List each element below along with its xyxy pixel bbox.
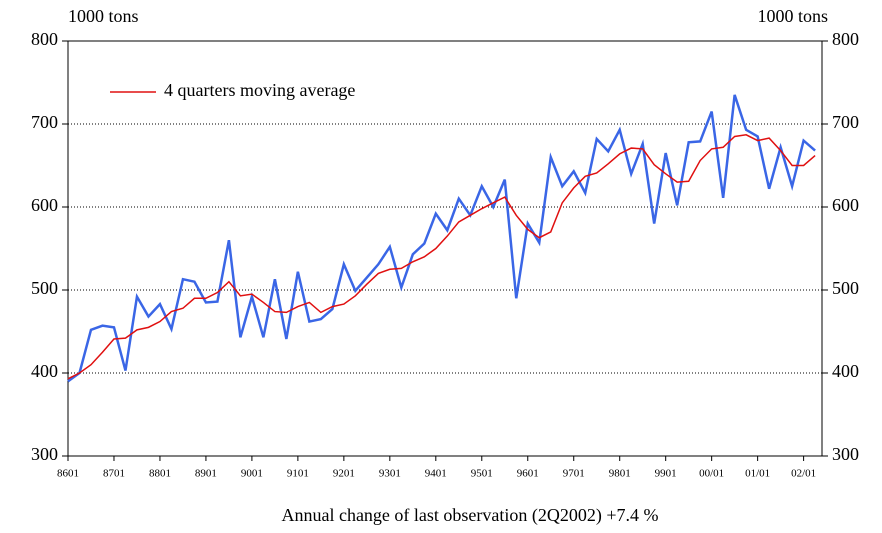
x-tick-label: 8901 [195, 468, 217, 480]
x-tick-label: 00/01 [699, 468, 724, 480]
x-tick-label: 8801 [149, 468, 171, 480]
x-tick-label: 02/01 [791, 468, 816, 480]
y2-tick-label: 300 [832, 444, 859, 464]
legend-label: 4 quarters moving average [164, 80, 355, 100]
series-line [67, 134, 816, 380]
x-tick-label: 9301 [379, 468, 401, 480]
series-line [67, 94, 816, 383]
x-tick-label: 9201 [333, 468, 355, 480]
x-tick-label: 9401 [425, 468, 447, 480]
y2-axis-label: 1000 tons [757, 6, 828, 26]
x-tick-label: 8601 [57, 468, 79, 480]
y-tick-label: 500 [31, 278, 58, 298]
y2-tick-label: 800 [832, 29, 859, 49]
y-axis-label: 1000 tons [68, 6, 139, 26]
y-tick-label: 400 [31, 361, 58, 381]
x-tick-label: 8701 [103, 468, 125, 480]
x-tick-label: 9801 [609, 468, 631, 480]
x-tick-label: 9601 [517, 468, 539, 480]
x-tick-label: 9501 [471, 468, 493, 480]
footer: Annual change of last observation (2Q200… [281, 505, 658, 526]
y2-tick-label: 700 [832, 112, 859, 132]
y2-tick-label: 400 [832, 361, 859, 381]
x-tick-label: 9001 [241, 468, 263, 480]
y2-tick-label: 500 [832, 278, 859, 298]
x-tick-label: 01/01 [745, 468, 770, 480]
y-tick-label: 600 [31, 195, 58, 215]
y-tick-label: 700 [31, 112, 58, 132]
y-tick-label: 300 [31, 444, 58, 464]
x-tick-label: 9701 [563, 468, 585, 480]
y2-tick-label: 600 [832, 195, 859, 215]
y-tick-label: 800 [31, 29, 58, 49]
x-tick-label: 9101 [287, 468, 309, 480]
plot-frame [67, 40, 823, 457]
x-tick-label: 9901 [655, 468, 677, 480]
